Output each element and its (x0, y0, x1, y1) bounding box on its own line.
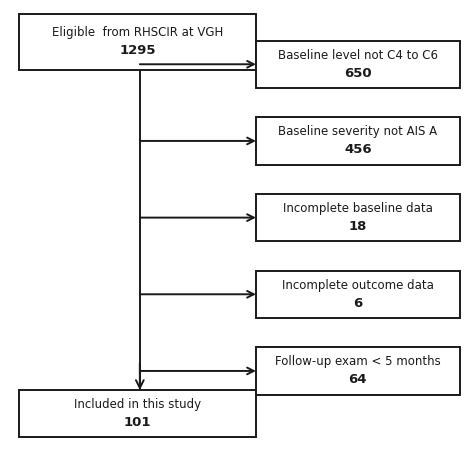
Text: 456: 456 (344, 143, 372, 156)
Bar (256, 347, 460, 395)
Text: 6: 6 (353, 297, 363, 310)
Bar (19, 14, 256, 70)
Text: Baseline severity not AIS A: Baseline severity not AIS A (278, 125, 438, 138)
Text: Incomplete baseline data: Incomplete baseline data (283, 202, 433, 215)
Text: 1295: 1295 (119, 44, 156, 57)
Bar (256, 194, 460, 241)
Bar (256, 271, 460, 318)
Bar (256, 117, 460, 165)
Text: Baseline level not C4 to C6: Baseline level not C4 to C6 (278, 49, 438, 62)
Text: Eligible  from RHSCIR at VGH: Eligible from RHSCIR at VGH (52, 26, 223, 39)
Text: Incomplete outcome data: Incomplete outcome data (282, 279, 434, 292)
Text: 101: 101 (124, 416, 151, 429)
Text: 18: 18 (349, 220, 367, 233)
Text: 64: 64 (348, 373, 367, 387)
Bar (256, 41, 460, 88)
Text: Follow-up exam < 5 months: Follow-up exam < 5 months (275, 355, 441, 368)
Text: Included in this study: Included in this study (74, 398, 201, 411)
Text: 650: 650 (344, 67, 372, 80)
Bar (19, 390, 256, 437)
